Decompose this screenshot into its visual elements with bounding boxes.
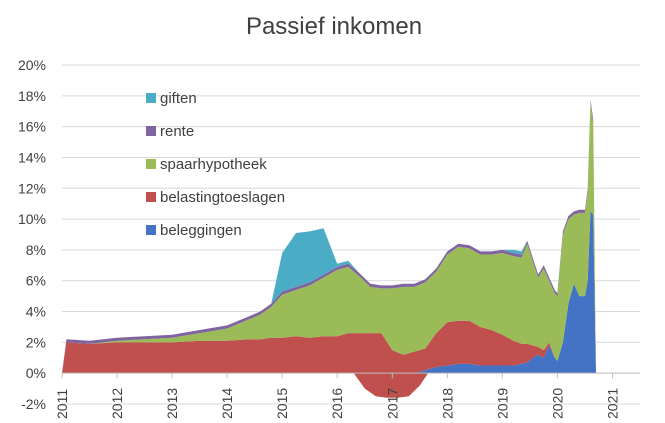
y-tick-label: 16% xyxy=(18,119,46,135)
chart-title: Passief inkomen xyxy=(246,13,422,40)
legend-swatch xyxy=(146,159,156,169)
y-tick-label: 18% xyxy=(18,88,46,104)
legend-label: beleggingen xyxy=(160,222,242,239)
x-tick-label: 2015 xyxy=(274,388,290,419)
x-tick-label: 2021 xyxy=(604,388,620,419)
x-tick-label: 2012 xyxy=(109,388,125,419)
area-belastingtoeslagen xyxy=(62,211,596,374)
x-tick-label: 2013 xyxy=(164,388,180,419)
legend-item-beleggingen[interactable]: beleggingen xyxy=(146,222,242,239)
legend-swatch xyxy=(146,225,156,235)
y-tick-label: 12% xyxy=(18,180,46,196)
y-tick-label: 4% xyxy=(26,304,46,320)
legend-label: giften xyxy=(160,90,197,107)
legend-swatch xyxy=(146,126,156,136)
legend-item-belastingtoeslagen[interactable]: belastingtoeslagen xyxy=(146,189,285,206)
legend-item-rente[interactable]: rente xyxy=(146,123,194,140)
y-tick-label: -2% xyxy=(21,396,46,412)
x-tick-label: 2018 xyxy=(439,388,455,419)
y-tick-label: 20% xyxy=(18,57,46,73)
legend-item-giften[interactable]: giften xyxy=(146,90,197,107)
legend-swatch xyxy=(146,192,156,202)
x-axis-ticks: 2011 2012 2013 2014 2015 2016 2017 2018 2019 2020… xyxy=(54,388,620,419)
x-tick-label: 2014 xyxy=(219,388,235,419)
y-tick-label: 0% xyxy=(26,365,46,381)
y-tick-label: 14% xyxy=(18,149,46,165)
area-spaarhypotheek xyxy=(62,103,596,374)
legend-label: belastingtoeslagen xyxy=(160,189,285,206)
y-tick-label: 8% xyxy=(26,242,46,258)
x-tick-label: 2017 xyxy=(384,388,400,419)
legend[interactable]: giften rente spaarhypotheek belastingtoesla… xyxy=(146,90,285,239)
x-tick-label: 2019 xyxy=(494,388,510,419)
legend-item-spaarhypotheek[interactable]: spaarhypotheek xyxy=(146,156,267,173)
area-series xyxy=(62,100,596,398)
y-axis-ticks: -2% 0% 2% 4% 6% 8% 10% 12% 14% 16% 18% 20% xyxy=(18,57,46,412)
x-tick-label: 2020 xyxy=(549,388,565,419)
legend-label: spaarhypotheek xyxy=(160,156,267,173)
y-tick-label: 6% xyxy=(26,273,46,289)
legend-swatch xyxy=(146,93,156,103)
legend-label: rente xyxy=(160,123,194,140)
area-belastingtoeslagen-negative xyxy=(353,373,429,398)
y-tick-label: 2% xyxy=(26,334,46,350)
axes xyxy=(61,372,640,379)
x-tick-label: 2011 xyxy=(54,389,70,419)
y-tick-label: 10% xyxy=(18,211,46,227)
x-tick-label: 2016 xyxy=(329,388,345,419)
